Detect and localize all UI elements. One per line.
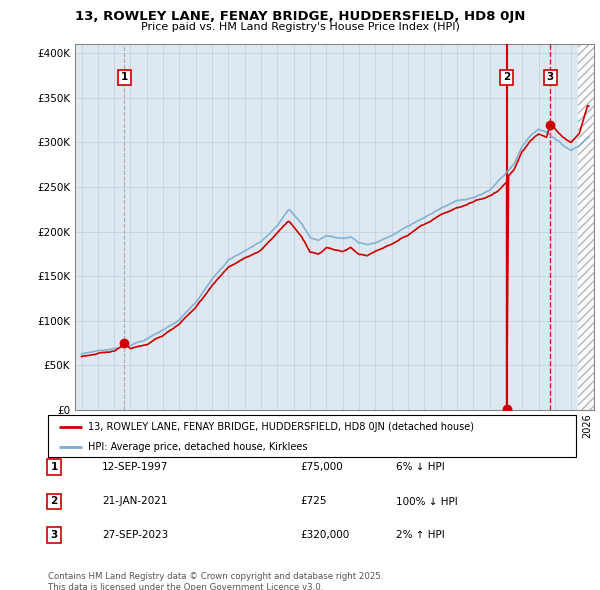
- Text: 13, ROWLEY LANE, FENAY BRIDGE, HUDDERSFIELD, HD8 0JN (detached house): 13, ROWLEY LANE, FENAY BRIDGE, HUDDERSFI…: [88, 422, 473, 432]
- Text: Price paid vs. HM Land Registry's House Price Index (HPI): Price paid vs. HM Land Registry's House …: [140, 22, 460, 32]
- Text: 6% ↓ HPI: 6% ↓ HPI: [396, 463, 445, 472]
- FancyBboxPatch shape: [48, 415, 576, 457]
- Text: 1: 1: [121, 72, 128, 82]
- Text: 2: 2: [50, 497, 58, 506]
- Bar: [578, 44, 594, 410]
- Text: 1: 1: [50, 463, 58, 472]
- Text: 100% ↓ HPI: 100% ↓ HPI: [396, 497, 458, 506]
- Text: 27-SEP-2023: 27-SEP-2023: [102, 530, 168, 540]
- Text: 2: 2: [503, 72, 511, 82]
- Text: HPI: Average price, detached house, Kirklees: HPI: Average price, detached house, Kirk…: [88, 442, 307, 451]
- Text: 13, ROWLEY LANE, FENAY BRIDGE, HUDDERSFIELD, HD8 0JN: 13, ROWLEY LANE, FENAY BRIDGE, HUDDERSFI…: [75, 10, 525, 23]
- Text: 21-JAN-2021: 21-JAN-2021: [102, 497, 167, 506]
- Text: 2% ↑ HPI: 2% ↑ HPI: [396, 530, 445, 540]
- Text: Contains HM Land Registry data © Crown copyright and database right 2025.
This d: Contains HM Land Registry data © Crown c…: [48, 572, 383, 590]
- Text: 3: 3: [547, 72, 554, 82]
- Text: £320,000: £320,000: [300, 530, 349, 540]
- Text: £75,000: £75,000: [300, 463, 343, 472]
- Text: £725: £725: [300, 497, 326, 506]
- Text: 3: 3: [50, 530, 58, 540]
- Text: 12-SEP-1997: 12-SEP-1997: [102, 463, 169, 472]
